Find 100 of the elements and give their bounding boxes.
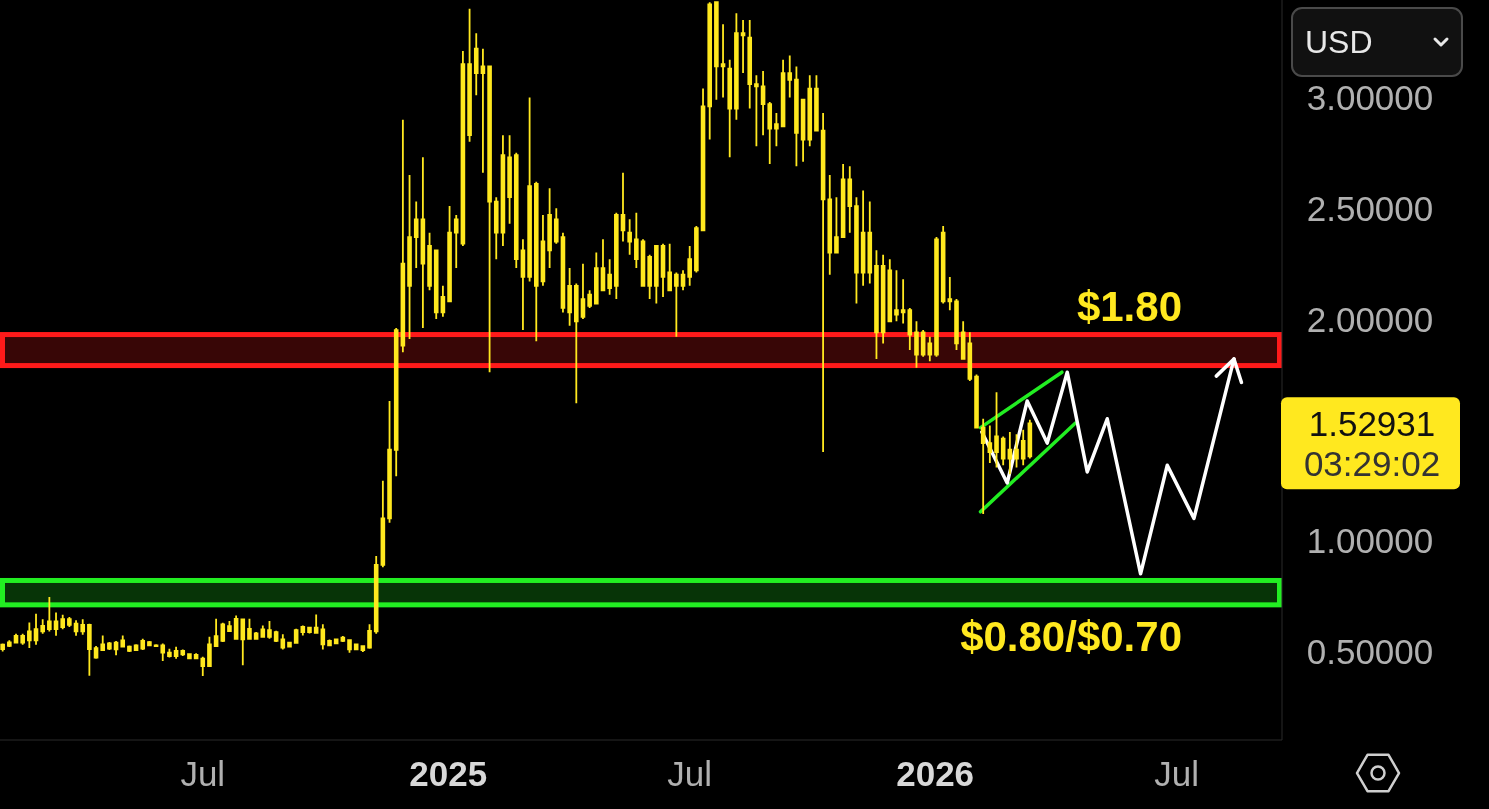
- candlestick: [614, 211, 619, 300]
- candlestick: [553, 207, 559, 245]
- candlestick: [273, 629, 279, 643]
- x-tick-label: Jul: [1154, 753, 1199, 793]
- candlestick: [847, 165, 853, 234]
- candlestick: [433, 249, 439, 320]
- candlestick: [0, 642, 5, 653]
- candlestick: [714, 1, 719, 101]
- candlestick: [7, 639, 12, 648]
- candlestick: [927, 335, 933, 363]
- candlestick: [940, 225, 946, 305]
- candlestick: [707, 1, 712, 141]
- x-tick-label: Jul: [180, 753, 226, 793]
- candlestick: [527, 96, 532, 283]
- candlestick: [33, 612, 39, 646]
- candlestick: [834, 196, 839, 254]
- candlestick: [727, 58, 733, 159]
- candlestick: [907, 307, 913, 351]
- candlestick: [1027, 418, 1033, 460]
- candlestick: [440, 284, 446, 318]
- candlestick: [247, 617, 252, 641]
- candlestick: [914, 320, 919, 369]
- x-tick-label: Jul: [667, 753, 713, 793]
- candlestick: [627, 218, 632, 256]
- candlestick: [300, 624, 306, 637]
- candlestick: [67, 616, 72, 628]
- candlestick: [227, 620, 232, 633]
- candlestick: [680, 269, 686, 292]
- candlestick: [60, 613, 65, 631]
- candlestick: [920, 329, 926, 358]
- candlestick: [413, 200, 419, 269]
- candlestick: [980, 417, 986, 515]
- candlestick: [887, 258, 893, 323]
- candlestick: [947, 276, 953, 312]
- candlestick: [580, 262, 586, 320]
- candlestick: [453, 214, 459, 269]
- candlestick: [867, 200, 873, 285]
- candlestick: [427, 231, 432, 292]
- candlestick: [647, 253, 652, 300]
- candlestick: [787, 54, 793, 99]
- candlestick: [600, 238, 606, 292]
- candlestick: [293, 627, 299, 645]
- candlestick: [393, 327, 399, 478]
- candlestick: [547, 187, 552, 269]
- candlestick: [233, 614, 239, 641]
- candlestick: [160, 642, 166, 662]
- candlestick: [113, 640, 119, 657]
- candlestick: [373, 555, 379, 635]
- candlestick: [347, 638, 352, 654]
- candlestick: [147, 640, 152, 647]
- candlestick: [734, 12, 739, 121]
- candlestick: [73, 619, 79, 637]
- candlestick: [320, 623, 326, 651]
- candlestick: [994, 391, 999, 469]
- candlestick: [173, 645, 179, 660]
- candlestick: [1014, 433, 1019, 469]
- candlestick: [133, 643, 139, 652]
- candlestick: [220, 621, 226, 643]
- candlestick: [253, 631, 259, 641]
- candlestick: [193, 652, 199, 661]
- candlestick: [500, 134, 506, 247]
- candlestick: [27, 621, 32, 649]
- candlestick: [747, 19, 753, 110]
- candlestick: [187, 652, 192, 660]
- candlestick: [660, 242, 666, 298]
- candlestick: [820, 112, 826, 453]
- candlestick: [774, 112, 779, 148]
- candlestick: [667, 242, 672, 292]
- text: 1.52931: [1308, 403, 1436, 443]
- band-label: $1.80: [1076, 282, 1182, 330]
- candlestick: [740, 19, 746, 75]
- x-tick-label: 2025: [409, 753, 488, 793]
- candlestick: [860, 189, 866, 287]
- candlestick: [754, 74, 759, 148]
- candlestick: [280, 633, 286, 651]
- candlestick: [467, 7, 472, 143]
- candlestick: [854, 196, 859, 305]
- candlestick: [400, 118, 406, 354]
- candlestick: [720, 23, 726, 99]
- candlestick: [567, 267, 572, 327]
- candlestick: [353, 642, 359, 651]
- candlestick: [654, 245, 659, 305]
- y-tick-label: 1.00000: [1306, 521, 1434, 561]
- candlestick: [900, 278, 906, 325]
- candlestick: [360, 644, 366, 653]
- candlestick: [13, 632, 19, 645]
- candlestick: [140, 637, 146, 651]
- candlestick: [827, 174, 833, 276]
- candlestick: [47, 596, 52, 633]
- candlestick: [540, 214, 546, 287]
- candlestick: [587, 289, 592, 309]
- candlestick: [767, 101, 773, 165]
- candlestick: [807, 74, 813, 148]
- candlestick: [120, 634, 126, 649]
- candlestick: [574, 282, 579, 405]
- candlestick: [40, 618, 45, 635]
- candlestick: [87, 622, 92, 677]
- candlestick: [507, 134, 512, 225]
- candlestick: [520, 238, 526, 332]
- candlestick: [800, 98, 806, 163]
